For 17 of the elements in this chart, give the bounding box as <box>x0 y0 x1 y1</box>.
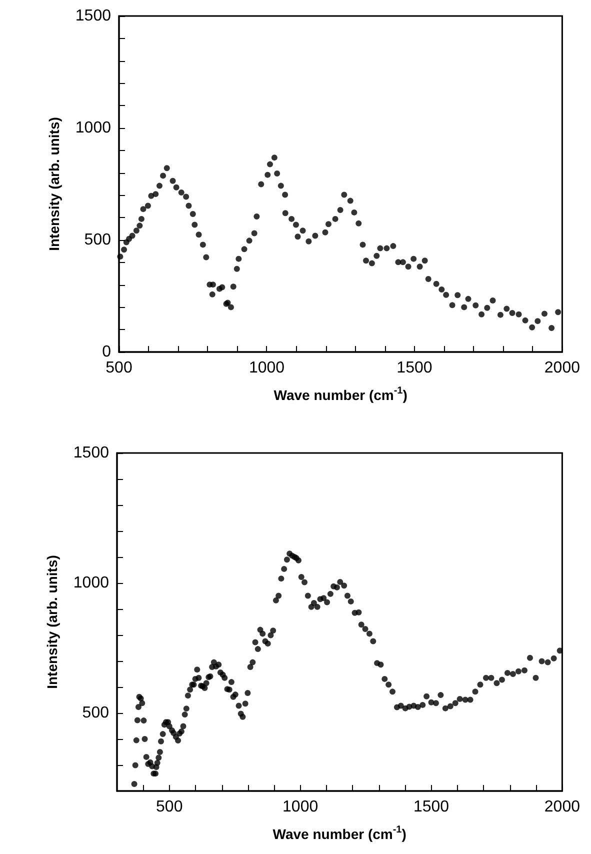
y-tick-label: 500 <box>84 232 112 248</box>
x-tick-label: 500 <box>106 360 132 376</box>
y-tick-label: 1000 <box>73 574 110 592</box>
x-tick-label: 1500 <box>396 360 432 376</box>
y-tick-label: 500 <box>82 704 110 722</box>
x-tick-label: 2000 <box>544 360 580 376</box>
y-tick-label: 1500 <box>73 444 110 462</box>
x-tick-label: 1500 <box>413 798 450 816</box>
y-axis-title: Intensity (arb. units) <box>44 555 60 689</box>
x-tick-label: 2000 <box>544 798 580 816</box>
y-axis-title: Intensity (arb. units) <box>46 117 62 251</box>
x-tick-label: 1000 <box>282 798 318 816</box>
y-tick-label: 1000 <box>75 120 112 136</box>
y-tick-label: 0 <box>102 344 112 360</box>
x-tick-label: 1000 <box>248 360 285 376</box>
x-tick-label: 500 <box>156 798 183 816</box>
y-tick-label: 1500 <box>75 8 112 24</box>
